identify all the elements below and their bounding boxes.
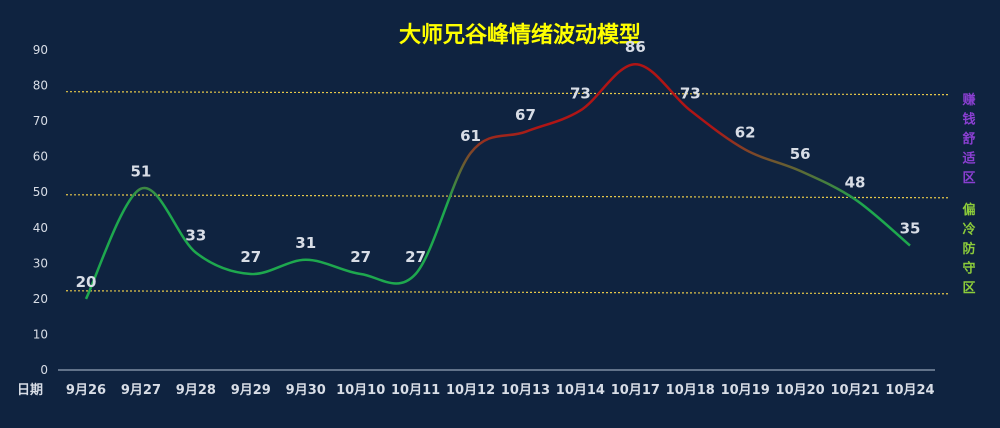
x-tick-label: 10月11 (391, 383, 440, 398)
data-label: 33 (185, 227, 206, 245)
reference-line (65, 290, 951, 295)
x-tick-label: 10月18 (666, 383, 715, 398)
data-label: 27 (405, 248, 426, 266)
x-tick-label: 10月10 (336, 383, 385, 398)
y-axis: 0 10 20 30 40 50 60 70 80 90 (33, 43, 48, 377)
x-axis-label: 日期 (17, 383, 43, 398)
y-tick-label: 70 (33, 114, 48, 128)
zone-label-char: 守 (962, 261, 975, 277)
zone-label-char: 赚 (961, 92, 975, 108)
zone-label-char: 区 (962, 171, 975, 186)
y-tick-label: 60 (33, 150, 48, 164)
data-label: 31 (295, 234, 316, 252)
reference-lines (65, 91, 951, 295)
y-tick-label: 80 (33, 79, 48, 93)
zone-label-char: 区 (962, 281, 975, 296)
x-tick-label: 9月29 (231, 383, 271, 398)
zone-label-char: 适 (962, 151, 975, 167)
data-label: 27 (240, 248, 261, 266)
y-tick-label: 20 (33, 292, 48, 306)
data-label: 73 (680, 84, 701, 102)
x-tick-label: 10月21 (830, 383, 879, 398)
x-tick-label: 10月13 (501, 383, 550, 398)
zone-label-char: 钱 (962, 112, 975, 128)
zone-label-char: 舒 (962, 131, 975, 147)
y-tick-label: 0 (40, 363, 48, 377)
data-label: 86 (625, 38, 646, 56)
x-tick-label: 10月24 (885, 383, 934, 398)
zone-label-char: 偏 (962, 202, 975, 218)
series-line (84, 62, 911, 300)
reference-line (65, 91, 951, 96)
data-label: 67 (515, 106, 536, 124)
x-tick-label: 9月28 (176, 383, 216, 398)
x-tick-label: 10月20 (776, 383, 825, 398)
x-tick-label: 9月27 (121, 383, 161, 398)
data-label: 51 (130, 163, 151, 181)
data-labels: 20 51 33 27 31 27 27 61 67 73 86 73 62 56 48 35 (76, 38, 921, 291)
data-label: 61 (460, 127, 481, 145)
y-tick-label: 40 (33, 221, 48, 235)
x-tick-label: 10月12 (446, 383, 495, 398)
data-label: 56 (790, 145, 811, 163)
y-tick-label: 90 (33, 43, 48, 57)
zone-label-char: 防 (962, 241, 975, 257)
data-label: 20 (76, 273, 97, 291)
x-tick-label: 10月19 (721, 383, 770, 398)
y-tick-label: 30 (33, 256, 48, 270)
x-tick-label: 9月30 (286, 383, 326, 398)
x-tick-label: 9月26 (66, 383, 106, 398)
y-tick-label: 10 (33, 327, 48, 341)
data-label: 48 (845, 173, 866, 191)
x-tick-label: 10月14 (556, 383, 605, 398)
data-label: 27 (350, 248, 371, 266)
data-label: 62 (735, 124, 756, 142)
x-tick-label: 10月17 (611, 383, 660, 398)
chart-title: 大师兄谷峰情绪波动模型 (399, 22, 641, 48)
y-tick-label: 50 (33, 185, 48, 199)
reference-line (65, 194, 951, 199)
data-label: 73 (570, 84, 591, 102)
x-axis-ticks: 9月26 9月27 9月28 9月29 9月30 10月10 10月11 10月12 10月13… (66, 383, 935, 398)
zone-label-char: 冷 (962, 222, 975, 238)
data-label: 35 (900, 220, 921, 238)
